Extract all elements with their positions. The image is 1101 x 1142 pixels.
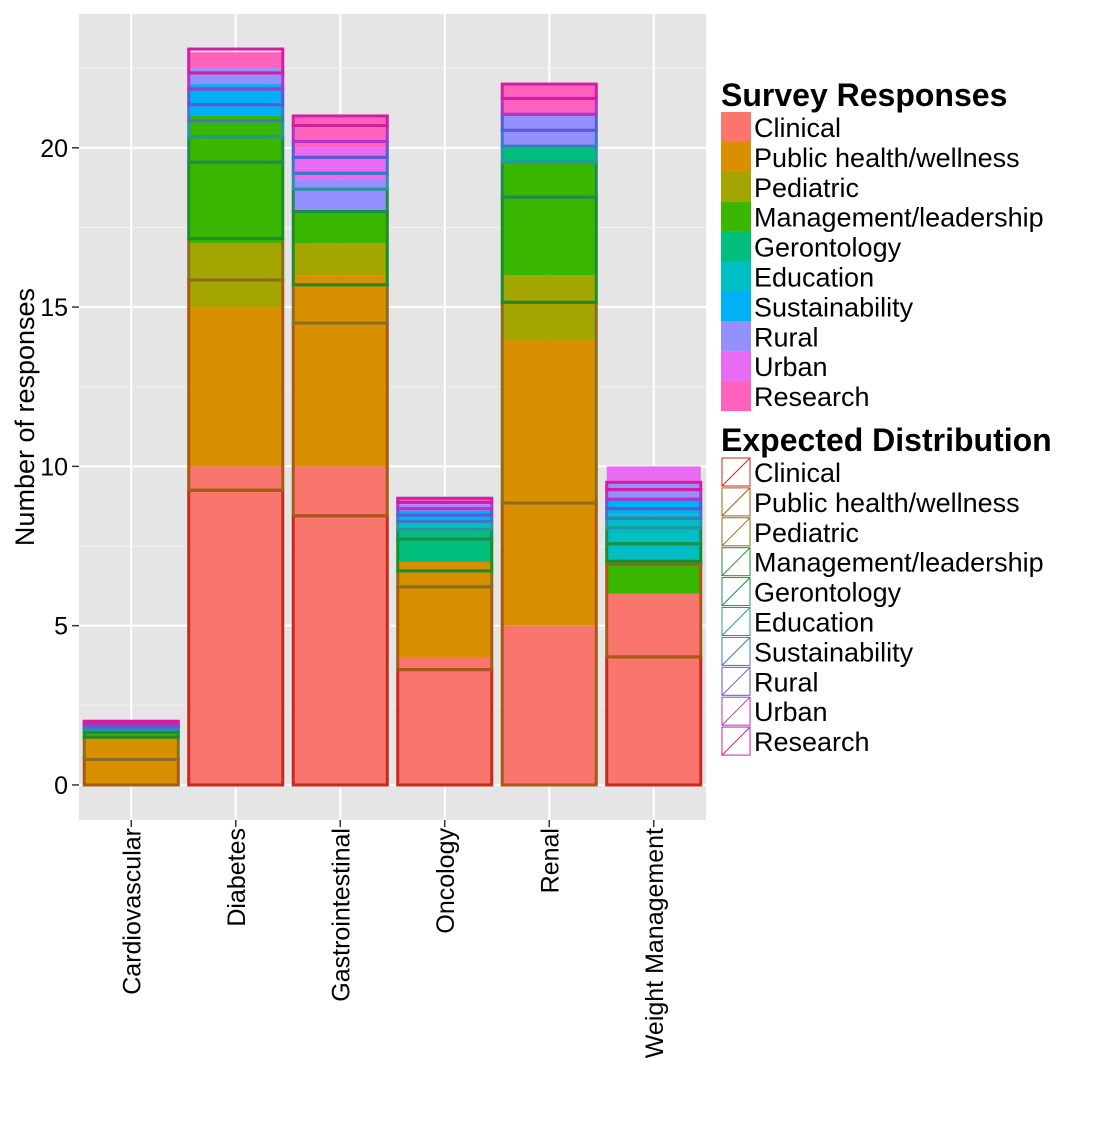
legend-key-research: [721, 381, 751, 412]
legend-label-public-health-wellness: Public health/wellness: [754, 143, 1020, 173]
legend-key-slash-management-leadership: [721, 547, 751, 577]
legend-title-survey-responses: Survey Responses: [721, 77, 1007, 113]
bar-segment-diabetes-clinical: [188, 466, 283, 785]
legend-key-management-leadership: [721, 201, 751, 232]
x-tick-label-cardiovascular: Cardiovascular: [118, 828, 146, 995]
legend-title-expected-distribution: Expected Distribution: [721, 422, 1052, 458]
x-tick-label-renal: Renal: [536, 828, 564, 893]
legend-key-sustainability: [721, 291, 751, 322]
legend-key-slash-pediatric: [721, 517, 751, 547]
bar-segment-diabetes-research: [188, 52, 283, 69]
legend-key-slash-clinical: [721, 457, 751, 487]
bar-segment-gastrointestinal-clinical: [293, 466, 388, 785]
legend-key-slash-urban: [721, 696, 751, 726]
legend-label-rural: Rural: [754, 322, 819, 352]
legend-key-slash-education: [721, 607, 751, 636]
legend-label-expected-rural: Rural: [754, 667, 819, 697]
bar-segment-diabetes-public-health-wellness: [188, 307, 283, 467]
legend-label-expected-education: Education: [754, 608, 874, 638]
legend-label-expected-urban: Urban: [754, 697, 828, 727]
y-tick-label: 15: [40, 294, 68, 322]
bar-segment-diabetes-pediatric: [188, 243, 283, 308]
y-tick-label: 20: [40, 135, 68, 163]
bar-segment-weight-management-urban: [606, 466, 701, 483]
legend-label-expected-clinical: Clinical: [754, 458, 841, 488]
bar-segment-oncology-gerontology: [397, 530, 492, 562]
outline-segment-weight-management-research: [605, 480, 703, 492]
legend-label-research: Research: [754, 382, 870, 412]
legend-key-rural: [721, 321, 751, 352]
bar-segment-gastrointestinal-management-leadership: [293, 211, 388, 244]
bar-segment-gastrointestinal-urban: [293, 147, 388, 180]
bar-segment-renal-public-health-wellness: [502, 338, 597, 626]
bar-segment-diabetes-rural: [188, 68, 283, 85]
axes: 0 5 10 15 20 Cardiovascular Diabetes Gastrointe…: [40, 135, 669, 1058]
outline-segment-diabetes-research: [187, 47, 285, 75]
expected-distribution-outlines: [82, 47, 703, 787]
legend-key-gerontology: [721, 231, 751, 262]
bar-segment-renal-gerontology: [502, 147, 597, 164]
legend-label-clinical: Clinical: [754, 113, 841, 143]
bar-segment-oncology-clinical: [397, 657, 492, 785]
legend-label-education: Education: [754, 263, 874, 293]
legend-label-expected-management-leadership: Management/leadership: [754, 548, 1044, 578]
legend-key-slash-public-health-wellness: [721, 487, 751, 517]
legend-key-slash-gerontology: [721, 577, 751, 606]
outline-segment-oncology-research: [396, 496, 494, 504]
legend-label-expected-public-health-wellness: Public health/wellness: [754, 488, 1020, 518]
legend-label-management-leadership: Management/leadership: [754, 203, 1044, 233]
outline-segment-cardiovascular-research: [82, 719, 180, 725]
legend-label-expected-pediatric: Pediatric: [754, 518, 859, 548]
legend-key-urban: [721, 351, 751, 382]
legend-key-clinical: [721, 112, 751, 142]
y-axis-title: Number of responses: [10, 288, 40, 546]
bar-segment-renal-research: [502, 84, 597, 116]
bar-segment-gastrointestinal-rural: [293, 179, 388, 212]
bar-segment-weight-management-clinical: [606, 593, 701, 785]
legend-key-education: [721, 261, 751, 292]
legend-key-pediatric: [721, 171, 751, 202]
bar-segment-renal-rural: [502, 115, 597, 148]
bar-segment-cardiovascular-public-health-wellness: [84, 737, 179, 785]
bar-segment-diabetes-management-leadership: [188, 115, 283, 244]
bar-segment-oncology-public-health-wellness: [397, 561, 492, 658]
legend-label-expected-gerontology: Gerontology: [754, 578, 902, 608]
outline-segment-gastrointestinal-research: [291, 114, 389, 128]
legend-label-gerontology: Gerontology: [754, 233, 902, 263]
bar-segment-renal-pediatric: [502, 275, 597, 339]
bar-segment-oncology-education: [397, 520, 492, 531]
legend-key-slash-rural: [721, 666, 751, 696]
bar-segment-weight-management-education: [606, 514, 701, 562]
bar-segment-renal-management-leadership: [502, 163, 597, 276]
x-tick-label-oncology: Oncology: [432, 828, 460, 934]
bar-segment-weight-management-management-leadership: [606, 561, 701, 594]
y-tick-label: 5: [54, 613, 68, 641]
bar-segment-renal-clinical: [502, 625, 597, 785]
legend-label-expected-sustainability: Sustainability: [754, 637, 914, 667]
legend-key-slash-sustainability: [721, 637, 751, 666]
outline-segment-renal-research: [500, 82, 598, 100]
bar-segment-cardiovascular-management-leadership: [84, 730, 179, 738]
legend-label-expected-research: Research: [754, 727, 870, 757]
y-tick-label: 10: [40, 453, 68, 481]
legend-key-public-health-wellness: [721, 141, 751, 172]
y-tick-label: 0: [54, 772, 68, 800]
x-tick-label-gastrointestinal: Gastrointestinal: [327, 828, 355, 1002]
bar-segment-gastrointestinal-pediatric: [293, 243, 388, 276]
survey-response-bars: [84, 52, 701, 785]
legend-label-pediatric: Pediatric: [754, 173, 859, 203]
bar-segment-oncology-research: [397, 498, 492, 502]
x-tick-label-diabetes: Diabetes: [223, 828, 251, 927]
bar-segment-gastrointestinal-research: [293, 115, 388, 148]
x-tick-label-weight-management: Weight Management: [641, 828, 669, 1058]
legend-key-slash-research: [721, 726, 751, 756]
bar-segment-gastrointestinal-public-health-wellness: [293, 275, 388, 467]
legend-label-urban: Urban: [754, 352, 828, 382]
legend-label-sustainability: Sustainability: [754, 292, 914, 322]
